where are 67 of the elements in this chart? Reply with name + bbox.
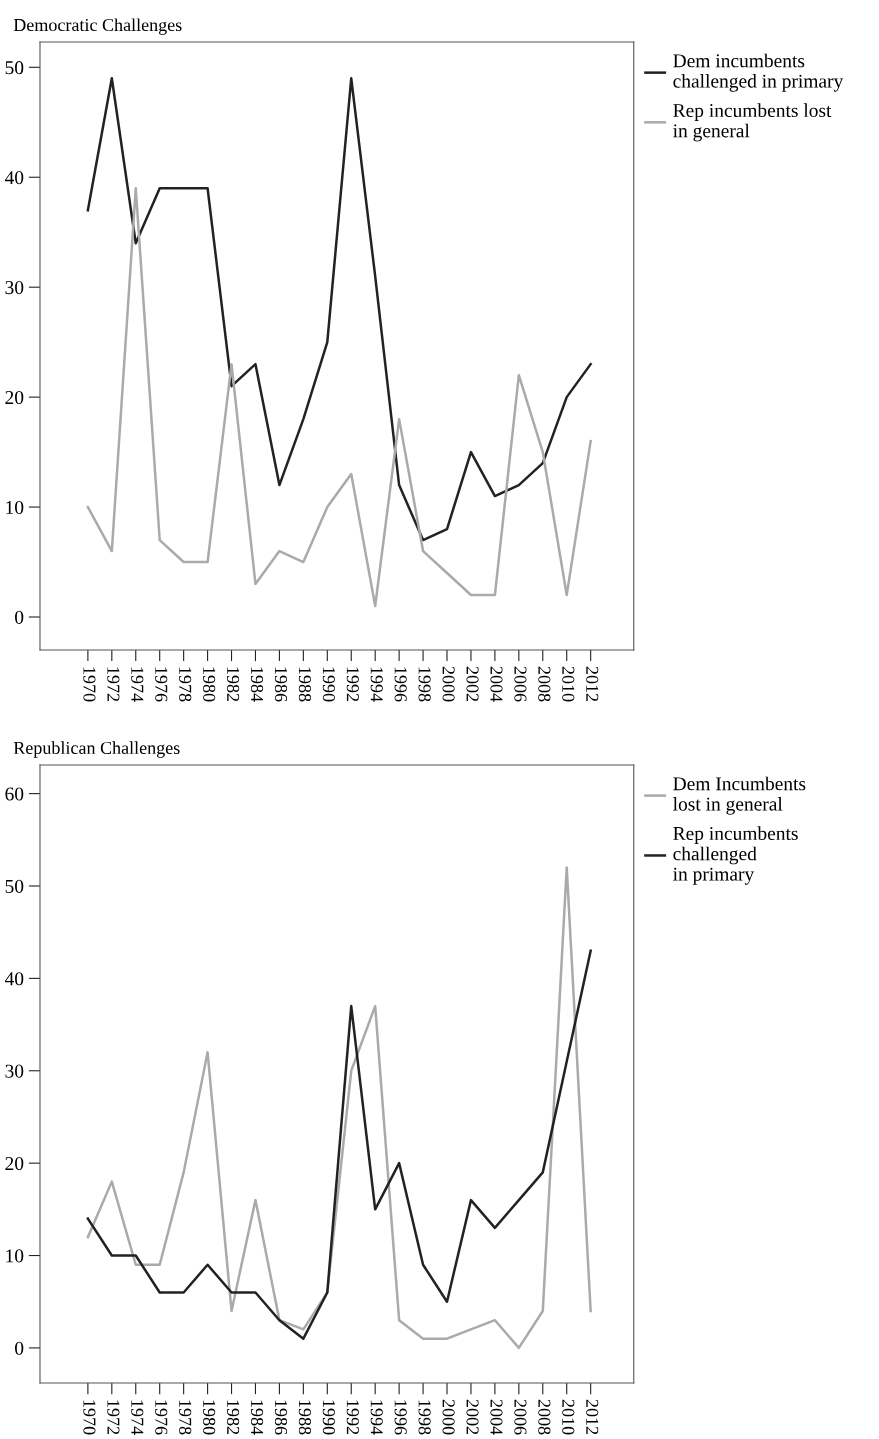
x-tick-label: 1990	[322, 1400, 335, 1435]
x-tick-label: 1972	[107, 667, 120, 702]
x-tick-label: 1974	[131, 1400, 144, 1435]
y-tick-label: 40	[4, 972, 24, 986]
x-tick-label: 1990	[322, 667, 335, 702]
x-tick-label: 1984	[250, 667, 264, 702]
x-tick-label: 1996	[394, 1400, 407, 1435]
y-tick-label: 20	[5, 390, 24, 405]
x-tick-label: 1998	[418, 1400, 431, 1435]
y-tick-label: 0	[15, 610, 24, 624]
x-tick-label: 1992	[346, 1400, 359, 1435]
x-tick-label: 2008	[538, 1399, 551, 1435]
x-tick-label: 2010	[562, 666, 575, 702]
x-tick-label: 1978	[179, 1400, 192, 1435]
y-tick-label: 10	[6, 500, 24, 515]
y-tick-label: 40	[4, 171, 24, 185]
line-series	[86, 866, 592, 1350]
x-tick-label: 1982	[227, 1400, 240, 1435]
legend-label: Rep incumbents lost in general	[673, 103, 832, 142]
x-tick-label: 1988	[298, 667, 312, 702]
legend-label: Dem Incumbents lost in general	[673, 776, 806, 815]
x-tick-label: 2006	[514, 666, 527, 702]
x-tick-label: 1974	[131, 667, 144, 702]
x-tick-label: 2002	[466, 666, 479, 702]
x-tick-label: 2002	[466, 1399, 479, 1435]
x-tick-label: 2006	[514, 1399, 527, 1435]
x-tick-label: 1998	[418, 667, 431, 702]
x-tick-label: 1980	[203, 1400, 216, 1435]
x-tick-label: 1988	[298, 1400, 312, 1435]
x-tick-label: 2012	[586, 666, 599, 702]
x-tick-label: 1976	[155, 1400, 168, 1435]
line-series	[86, 949, 592, 1340]
x-tick-label: 1978	[179, 667, 192, 702]
x-tick-label: 1994	[370, 667, 383, 702]
y-tick-label: 0	[15, 1341, 24, 1355]
x-tick-label: 2012	[586, 1399, 599, 1435]
y-tick-label: 60	[5, 787, 24, 801]
x-tick-label: 2010	[562, 1399, 575, 1435]
x-tick-label: 1992	[346, 667, 359, 702]
x-tick-label: 2000	[442, 1399, 455, 1435]
line-series	[86, 186, 592, 608]
x-tick-label: 1984	[250, 1400, 264, 1435]
x-tick-label: 1986	[274, 667, 288, 702]
x-tick-label: 1996	[394, 667, 407, 702]
x-tick-label: 1980	[203, 667, 216, 702]
y-tick-label: 30	[5, 281, 24, 295]
x-tick-label: 2004	[490, 666, 503, 702]
x-tick-label: 1986	[274, 1400, 288, 1435]
y-tick-label: 30	[5, 1064, 24, 1078]
x-tick-label: 1982	[227, 667, 240, 702]
x-tick-label: 1994	[370, 1400, 383, 1435]
x-tick-label: 1972	[107, 1400, 120, 1435]
chart-title: Republican Challenges	[13, 741, 180, 758]
y-tick-label: 50	[5, 879, 24, 893]
x-tick-label: 2000	[442, 666, 455, 702]
x-tick-label: 1976	[155, 667, 168, 702]
legend-label: Dem incumbents challenged in primary	[673, 53, 844, 92]
y-tick-label: 50	[5, 61, 24, 75]
x-tick-label: 1970	[83, 667, 96, 702]
line-series	[86, 77, 592, 542]
x-tick-label: 2004	[490, 1399, 503, 1435]
chart-title: Democratic Challenges	[13, 18, 182, 35]
x-tick-label: 1970	[83, 1400, 96, 1435]
legend-label: Rep incumbents challenged in primary	[673, 826, 798, 885]
y-tick-label: 10	[6, 1249, 24, 1263]
x-tick-label: 2008	[538, 666, 551, 702]
y-tick-label: 20	[5, 1156, 24, 1171]
